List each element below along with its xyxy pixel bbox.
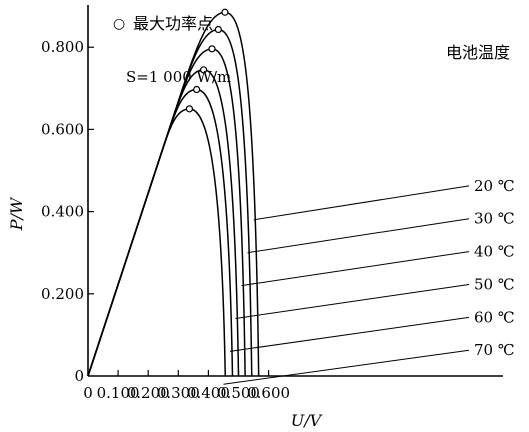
power-curve [87, 28, 253, 377]
power-curve [87, 69, 240, 377]
curve-group [87, 11, 260, 377]
series-label: 50 ℃ [474, 275, 515, 293]
power-curve [87, 88, 234, 377]
x-tick-label: 0.100 [97, 384, 140, 402]
series-leader-line [223, 349, 470, 385]
series-label: 60 ℃ [474, 308, 515, 326]
tick-group: 0 0.1000.2000.3000.4000.5000.60000.2000.4… [41, 38, 290, 402]
series-leader-line [241, 251, 470, 287]
series-group-title: 电池温度 [446, 43, 510, 62]
series-leader-line [253, 185, 470, 221]
y-tick-label: 0.200 [41, 285, 84, 303]
legend-label: 最大功率点 [133, 14, 213, 33]
axes-group [87, 5, 503, 377]
x-tick-label: 0.400 [187, 384, 230, 402]
x-tick-label: 0.300 [157, 384, 200, 402]
mpp-marker [185, 105, 194, 113]
y-tick-label: 0.400 [41, 203, 84, 221]
y-tick-label: 0.600 [41, 120, 84, 138]
mpp-marker-group [185, 8, 229, 113]
mpp-marker [221, 8, 229, 16]
series-label-group: 20 ℃ 30 ℃ 40 ℃ 50 ℃ 60 ℃ 70 ℃ [474, 177, 515, 359]
mpp-marker [208, 45, 216, 53]
power-curve [87, 108, 227, 377]
x-axis-label: U/V [291, 411, 323, 430]
legend-marker-icon: ○ [113, 16, 125, 32]
y-axis-label: P/W [7, 196, 26, 231]
series-leader-line [235, 283, 470, 319]
y-tick-label: 0.800 [41, 38, 84, 56]
x-tick-label: 0.500 [217, 384, 260, 402]
condition-label: S=1 000 W/m [126, 68, 231, 86]
mpp-marker [193, 85, 201, 94]
y-tick-label: 0 [74, 367, 84, 385]
x-tick-label: 0 [83, 384, 93, 402]
x-tick-label: 0.600 [247, 384, 290, 402]
power-curve [87, 48, 246, 377]
series-label: 70 ℃ [474, 341, 515, 359]
series-leader-line [247, 218, 470, 254]
series-label: 30 ℃ [474, 210, 515, 228]
mpp-marker [214, 25, 222, 34]
series-leader-line [230, 316, 470, 352]
x-tick-label: 0.200 [127, 384, 170, 402]
power-curve [87, 11, 260, 377]
mpp-marker [199, 66, 208, 74]
series-label: 40 ℃ [474, 243, 515, 261]
leader-group [223, 185, 470, 385]
series-label: 20 ℃ [474, 177, 515, 195]
